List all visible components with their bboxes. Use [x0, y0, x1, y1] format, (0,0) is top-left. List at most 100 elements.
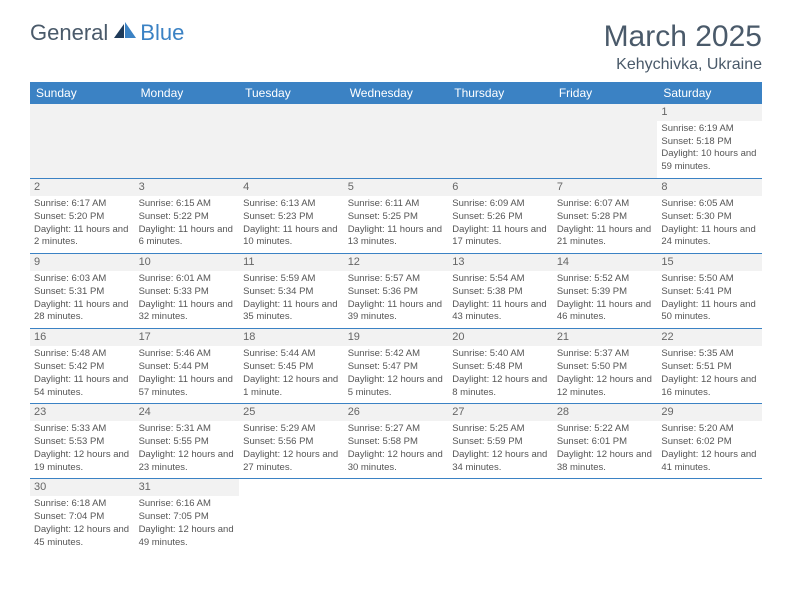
sunset-text: Sunset: 5:18 PM	[661, 136, 758, 149]
sunrise-text: Sunrise: 6:11 AM	[348, 198, 445, 211]
sunset-text: Sunset: 5:48 PM	[452, 361, 549, 374]
day-number: 30	[30, 479, 135, 496]
title-block: March 2025 Kehychivka, Ukraine	[604, 20, 762, 74]
day-header: Wednesday	[344, 82, 449, 104]
calendar-row: 1 Sunrise: 6:19 AMSunset: 5:18 PMDaylight…	[30, 104, 762, 179]
day-number: 18	[239, 329, 344, 346]
sunrise-text: Sunrise: 6:13 AM	[243, 198, 340, 211]
calendar-cell: 28Sunrise: 5:22 AMSunset: 6:01 PMDayligh…	[553, 404, 658, 479]
calendar-cell: 19 Sunrise: 5:42 AMSunset: 5:47 PMDayligh…	[344, 329, 449, 404]
day-number: 31	[135, 479, 240, 496]
daylight-text: Daylight: 11 hours and 17 minutes.	[452, 224, 549, 250]
sunset-text: Sunset: 5:28 PM	[557, 211, 654, 224]
day-number: 17	[135, 329, 240, 346]
daylight-text: Daylight: 11 hours and 10 minutes.	[243, 224, 340, 250]
calendar-cell	[344, 104, 449, 179]
calendar-cell: 14Sunrise: 5:52 AMSunset: 5:39 PMDayligh…	[553, 254, 658, 329]
sunset-text: Sunset: 5:23 PM	[243, 211, 340, 224]
calendar-cell	[553, 479, 658, 554]
daylight-text: Daylight: 10 hours and 59 minutes.	[661, 148, 758, 174]
daylight-text: Daylight: 12 hours and 23 minutes.	[139, 449, 236, 475]
sunrise-text: Sunrise: 5:40 AM	[452, 348, 549, 361]
logo-text-2: Blue	[140, 20, 184, 46]
daylight-text: Daylight: 12 hours and 34 minutes.	[452, 449, 549, 475]
day-number: 21	[553, 329, 658, 346]
sunrise-text: Sunrise: 6:18 AM	[34, 498, 131, 511]
daylight-text: Daylight: 11 hours and 39 minutes.	[348, 299, 445, 325]
daylight-text: Daylight: 11 hours and 57 minutes.	[139, 374, 236, 400]
sunset-text: Sunset: 5:56 PM	[243, 436, 340, 449]
sunset-text: Sunset: 5:50 PM	[557, 361, 654, 374]
day-header: Tuesday	[239, 82, 344, 104]
daylight-text: Daylight: 11 hours and 24 minutes.	[661, 224, 758, 250]
daylight-text: Daylight: 11 hours and 21 minutes.	[557, 224, 654, 250]
logo-sail-icon	[114, 22, 136, 45]
calendar-cell: 21 Sunrise: 5:37 AMSunset: 5:50 PMDayligh…	[553, 329, 658, 404]
calendar-cell: 17Sunrise: 5:46 AMSunset: 5:44 PMDayligh…	[135, 329, 240, 404]
day-number: 14	[553, 254, 658, 271]
sunrise-text: Sunrise: 5:25 AM	[452, 423, 549, 436]
calendar-cell	[239, 479, 344, 554]
calendar-cell: 10Sunrise: 6:01 AMSunset: 5:33 PMDayligh…	[135, 254, 240, 329]
sunrise-text: Sunrise: 5:20 AM	[661, 423, 758, 436]
calendar-cell	[239, 104, 344, 179]
sunset-text: Sunset: 5:36 PM	[348, 286, 445, 299]
logo-text-1: General	[30, 20, 108, 46]
day-number: 6	[448, 179, 553, 196]
calendar-cell: 11Sunrise: 5:59 AMSunset: 5:34 PMDayligh…	[239, 254, 344, 329]
sunrise-text: Sunrise: 5:29 AM	[243, 423, 340, 436]
day-header: Monday	[135, 82, 240, 104]
calendar-cell: 13Sunrise: 5:54 AMSunset: 5:38 PMDayligh…	[448, 254, 553, 329]
calendar-cell: 29Sunrise: 5:20 AMSunset: 6:02 PMDayligh…	[657, 404, 762, 479]
sunset-text: Sunset: 6:02 PM	[661, 436, 758, 449]
calendar-cell: 31Sunrise: 6:16 AMSunset: 7:05 PMDayligh…	[135, 479, 240, 554]
calendar-cell: 12Sunrise: 5:57 AMSunset: 5:36 PMDayligh…	[344, 254, 449, 329]
sunrise-text: Sunrise: 6:19 AM	[661, 123, 758, 136]
sunrise-text: Sunrise: 5:31 AM	[139, 423, 236, 436]
sunrise-text: Sunrise: 5:59 AM	[243, 273, 340, 286]
day-number: 1	[657, 104, 762, 121]
daylight-text: Daylight: 12 hours and 5 minutes.	[348, 374, 445, 400]
day-number: 29	[657, 404, 762, 421]
calendar-cell: 1 Sunrise: 6:19 AMSunset: 5:18 PMDaylight…	[657, 104, 762, 179]
daylight-text: Daylight: 12 hours and 12 minutes.	[557, 374, 654, 400]
sunrise-text: Sunrise: 5:48 AM	[34, 348, 131, 361]
day-header-row: Sunday Monday Tuesday Wednesday Thursday…	[30, 82, 762, 104]
sunrise-text: Sunrise: 5:57 AM	[348, 273, 445, 286]
day-header: Thursday	[448, 82, 553, 104]
day-number: 28	[553, 404, 658, 421]
calendar-cell: 15Sunrise: 5:50 AMSunset: 5:41 PMDayligh…	[657, 254, 762, 329]
day-number: 24	[135, 404, 240, 421]
daylight-text: Daylight: 12 hours and 8 minutes.	[452, 374, 549, 400]
header: General Blue March 2025 Kehychivka, Ukra…	[30, 20, 762, 74]
calendar-cell: 5Sunrise: 6:11 AMSunset: 5:25 PMDaylight…	[344, 179, 449, 254]
sunrise-text: Sunrise: 6:01 AM	[139, 273, 236, 286]
daylight-text: Daylight: 11 hours and 28 minutes.	[34, 299, 131, 325]
sunrise-text: Sunrise: 5:42 AM	[348, 348, 445, 361]
day-number: 4	[239, 179, 344, 196]
sunrise-text: Sunrise: 5:50 AM	[661, 273, 758, 286]
day-number: 2	[30, 179, 135, 196]
calendar-table: Sunday Monday Tuesday Wednesday Thursday…	[30, 82, 762, 554]
calendar-row: 16Sunrise: 5:48 AMSunset: 5:42 PMDayligh…	[30, 329, 762, 404]
day-number: 22	[657, 329, 762, 346]
day-number: 19	[344, 329, 449, 346]
daylight-text: Daylight: 12 hours and 27 minutes.	[243, 449, 340, 475]
sunset-text: Sunset: 5:38 PM	[452, 286, 549, 299]
sunrise-text: Sunrise: 5:37 AM	[557, 348, 654, 361]
sunset-text: Sunset: 5:59 PM	[452, 436, 549, 449]
sunset-text: Sunset: 5:39 PM	[557, 286, 654, 299]
day-number: 27	[448, 404, 553, 421]
day-number: 23	[30, 404, 135, 421]
sunset-text: Sunset: 5:51 PM	[661, 361, 758, 374]
calendar-cell: 6Sunrise: 6:09 AMSunset: 5:26 PMDaylight…	[448, 179, 553, 254]
page-title: March 2025	[604, 20, 762, 54]
day-number: 3	[135, 179, 240, 196]
calendar-cell	[30, 104, 135, 179]
sunset-text: Sunset: 5:47 PM	[348, 361, 445, 374]
calendar-cell	[448, 479, 553, 554]
logo: General Blue	[30, 20, 184, 46]
calendar-cell: 18Sunrise: 5:44 AMSunset: 5:45 PMDayligh…	[239, 329, 344, 404]
sunrise-text: Sunrise: 5:52 AM	[557, 273, 654, 286]
calendar-row: 2Sunrise: 6:17 AMSunset: 5:20 PMDaylight…	[30, 179, 762, 254]
